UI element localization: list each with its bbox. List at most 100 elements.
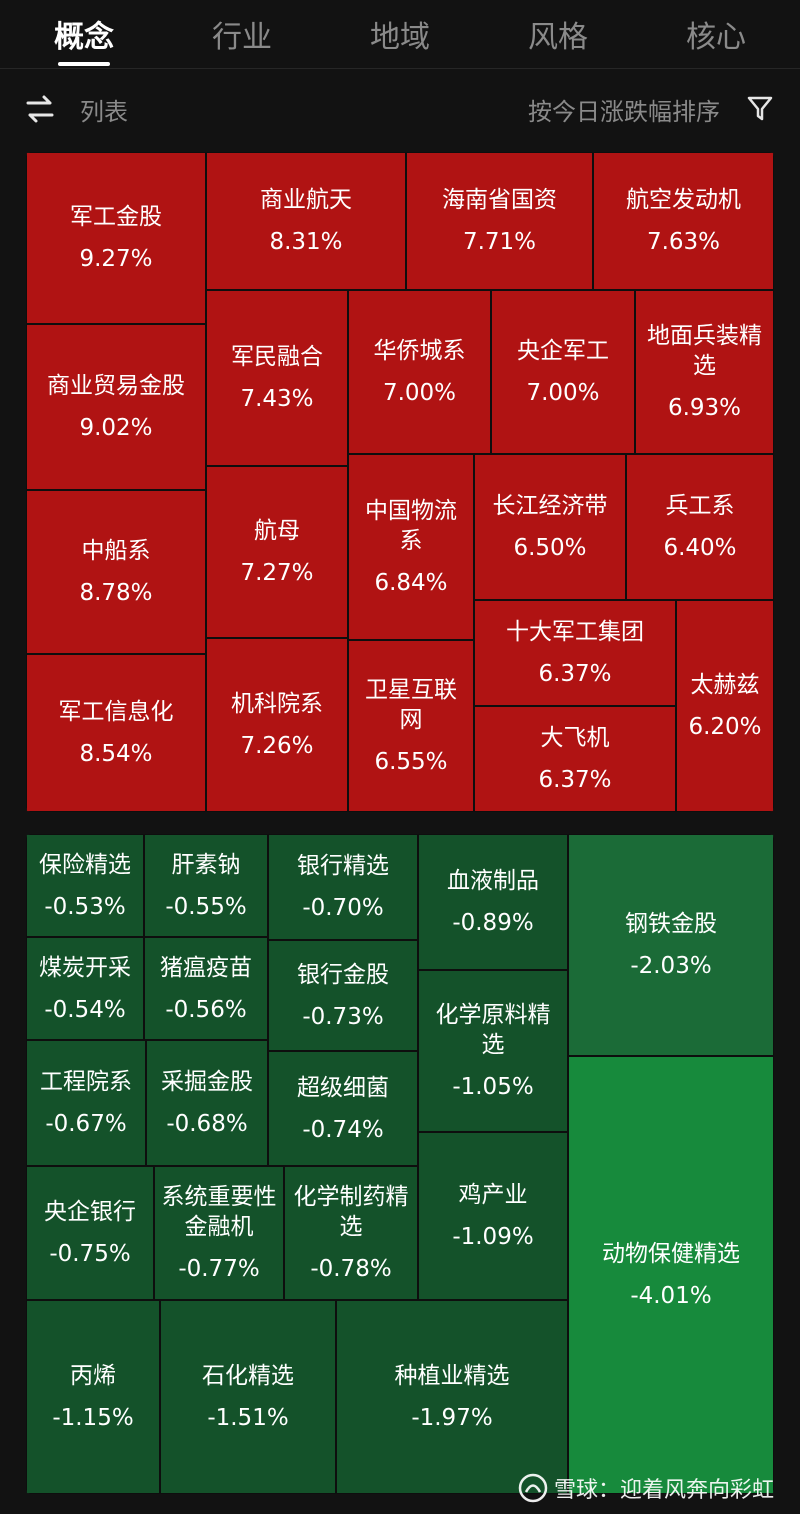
funnel-filter-icon[interactable] — [746, 94, 774, 122]
loser-tile[interactable]: 化学原料精选 -1.05% — [418, 970, 568, 1132]
tile-name: 保险精选 — [39, 851, 131, 878]
gainer-tile[interactable]: 兵工系 6.40% — [626, 454, 774, 600]
tile-name: 军工金股 — [70, 204, 162, 230]
gainer-tile[interactable]: 卫星互联网 6.55% — [348, 640, 474, 812]
tile-name: 军民融合 — [231, 344, 323, 370]
tile-name: 长江经济带 — [492, 493, 608, 519]
gainer-tile[interactable]: 长江经济带 6.50% — [474, 454, 626, 600]
tile-change: 6.40% — [663, 535, 737, 561]
gainer-tile[interactable]: 商业贸易金股 9.02% — [26, 324, 206, 490]
tab-style[interactable]: 风格 — [528, 20, 588, 55]
tile-name: 化学制药精选 — [293, 1184, 409, 1240]
loser-tile[interactable]: 银行精选 -0.70% — [268, 834, 418, 940]
loser-tile[interactable]: 猪瘟疫苗 -0.56% — [144, 937, 268, 1040]
gainer-tile[interactable]: 央企军工 7.00% — [491, 290, 635, 454]
tile-change: 6.93% — [667, 395, 742, 421]
gainer-tile[interactable]: 航母 7.27% — [206, 466, 348, 638]
losers-treemap: 保险精选 -0.53% 肝素钠 -0.55% 银行精选 -0.70% 血液制品 -0.89% 钢… — [26, 834, 774, 1494]
tile-name: 华侨城系 — [373, 338, 466, 364]
tile-change: -0.68% — [166, 1111, 248, 1137]
loser-tile[interactable]: 鸡产业 -1.09% — [418, 1132, 568, 1300]
gainer-tile[interactable]: 地面兵装精选 6.93% — [635, 290, 774, 454]
tile-change: -0.70% — [302, 895, 384, 921]
tile-change: 7.27% — [240, 560, 314, 586]
tile-name: 中国物流系 — [365, 498, 457, 554]
gainer-tile[interactable]: 海南省国资 7.71% — [406, 152, 593, 290]
tile-change: 9.27% — [79, 246, 153, 272]
loser-tile[interactable]: 系统重要性金融机 -0.77% — [154, 1166, 284, 1300]
gainer-tile[interactable]: 中船系 8.78% — [26, 490, 206, 654]
loser-tile[interactable]: 血液制品 -0.89% — [418, 834, 568, 970]
tile-name: 种植业精选 — [394, 1363, 510, 1389]
tile-name: 工程院系 — [40, 1069, 132, 1095]
loser-tile[interactable]: 动物保健精选 -4.01% — [568, 1056, 774, 1494]
tile-change: -0.77% — [178, 1256, 260, 1282]
loser-tile[interactable]: 超级细菌 -0.74% — [268, 1051, 418, 1166]
tile-name: 超级细菌 — [297, 1074, 389, 1101]
tile-change: 8.54% — [79, 741, 153, 767]
active-tab-indicator — [58, 62, 110, 66]
loser-tile[interactable]: 肝素钠 -0.55% — [144, 834, 268, 937]
tile-name: 央企军工 — [517, 338, 609, 364]
xueqiu-snowball-logo — [518, 1473, 548, 1503]
gainer-tile[interactable]: 大飞机 6.37% — [474, 706, 676, 812]
loser-tile[interactable]: 煤炭开采 -0.54% — [26, 937, 144, 1040]
loser-tile[interactable]: 化学制药精选 -0.78% — [284, 1166, 418, 1300]
sort-mode-label[interactable]: 按今日涨跌幅排序 — [528, 98, 720, 126]
gainer-tile[interactable]: 十大军工集团 6.37% — [474, 600, 676, 706]
tile-change: -0.53% — [44, 893, 126, 920]
watermark-text: 雪球：迎着风奔向彩虹 — [553, 1478, 774, 1503]
tile-name: 银行金股 — [297, 961, 389, 988]
tile-change: -0.75% — [49, 1241, 131, 1267]
loser-tile[interactable]: 丙烯 -1.15% — [26, 1300, 160, 1494]
loser-tile[interactable]: 石化精选 -1.51% — [160, 1300, 336, 1494]
tile-change: -0.54% — [44, 996, 126, 1023]
loser-tile[interactable]: 保险精选 -0.53% — [26, 834, 144, 937]
gainer-tile[interactable]: 商业航天 8.31% — [206, 152, 406, 290]
loser-tile[interactable]: 银行金股 -0.73% — [268, 940, 418, 1051]
swap-arrows-icon[interactable] — [24, 94, 56, 124]
gainer-tile[interactable]: 华侨城系 7.00% — [348, 290, 491, 454]
tab-core[interactable]: 核心 — [686, 20, 746, 55]
tile-change: -4.01% — [630, 1283, 712, 1309]
tab-region[interactable]: 地域 — [370, 20, 430, 55]
tile-name: 大飞机 — [540, 725, 610, 751]
tab-industry[interactable]: 行业 — [212, 20, 272, 55]
tile-change: 7.71% — [462, 229, 537, 255]
tile-name: 煤炭开采 — [39, 954, 131, 981]
list-view-toggle[interactable]: 列表 — [80, 98, 128, 126]
gainer-tile[interactable]: 军民融合 7.43% — [206, 290, 348, 466]
gainer-tile[interactable]: 中国物流系 6.84% — [348, 454, 474, 640]
loser-tile[interactable]: 央企银行 -0.75% — [26, 1166, 154, 1300]
tile-name: 采掘金股 — [161, 1069, 253, 1095]
gainer-tile[interactable]: 航空发动机 7.63% — [593, 152, 774, 290]
tile-change: -0.89% — [452, 910, 534, 936]
tile-change: 6.37% — [538, 661, 612, 687]
tile-change: -0.73% — [302, 1003, 384, 1030]
tile-name: 商业贸易金股 — [47, 373, 185, 399]
tile-name: 中船系 — [81, 538, 151, 564]
view-toolbar: 列表 按今日涨跌幅排序 — [0, 80, 800, 136]
tile-change: -1.15% — [52, 1405, 134, 1431]
tabs-divider — [0, 68, 800, 69]
gainer-tile[interactable]: 机科院系 7.26% — [206, 638, 348, 812]
tile-change: 6.50% — [513, 535, 587, 561]
tile-name: 海南省国资 — [442, 187, 557, 213]
tile-change: 7.43% — [240, 386, 314, 412]
loser-tile[interactable]: 工程院系 -0.67% — [26, 1040, 146, 1166]
tile-change: -0.55% — [165, 893, 247, 920]
tile-change: 6.84% — [374, 570, 448, 596]
tile-name: 地面兵装精选 — [647, 323, 762, 379]
tile-change: -2.03% — [630, 953, 712, 979]
tile-change: 6.20% — [688, 714, 762, 740]
loser-tile[interactable]: 钢铁金股 -2.03% — [568, 834, 774, 1056]
gainer-tile[interactable]: 军工金股 9.27% — [26, 152, 206, 324]
tile-change: -0.74% — [302, 1116, 384, 1143]
loser-tile[interactable]: 采掘金股 -0.68% — [146, 1040, 268, 1166]
tile-change: 7.63% — [646, 229, 721, 255]
tab-concept[interactable]: 概念 — [54, 20, 114, 55]
loser-tile[interactable]: 种植业精选 -1.97% — [336, 1300, 568, 1494]
gainer-tile[interactable]: 军工信息化 8.54% — [26, 654, 206, 812]
tile-name: 航空发动机 — [626, 187, 741, 213]
gainer-tile[interactable]: 太赫兹 6.20% — [676, 600, 774, 812]
